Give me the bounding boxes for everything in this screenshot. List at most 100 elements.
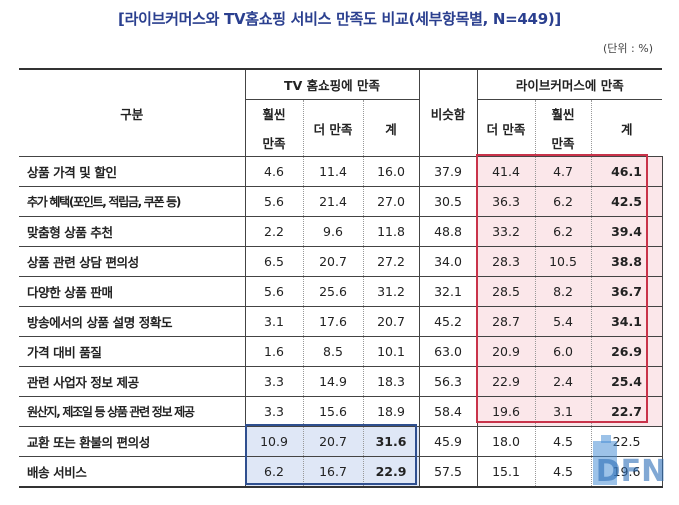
cell-live-more: 18.0 [476,426,536,457]
cell-live-total: 38.8 [590,246,663,277]
row-label: 가격 대비 품질 [19,336,245,367]
cell-tv-much: 4.6 [244,156,303,187]
table-row: 관련 사업자 정보 제공 3.3 14.9 18.3 56.3 22.9 2.4 25.4 [19,366,663,397]
header-tv-more: 더 만족 [302,99,363,157]
cell-live-much: 4.5 [534,456,592,488]
page-title: [라이브커머스와 TV홈쇼핑 서비스 만족도 비교(세부항목별, N=449)] [118,10,561,28]
cell-similar: 57.5 [418,456,478,488]
cell-similar: 58.4 [418,396,478,427]
cell-live-much: 4.7 [534,156,592,187]
cell-tv-total: 22.9 [362,456,420,488]
cell-tv-more: 11.4 [302,156,363,187]
cell-tv-much: 1.6 [244,336,303,367]
header-live-total: 계 [590,99,663,157]
cell-similar: 34.0 [418,246,478,277]
cell-tv-total: 16.0 [362,156,420,187]
header-tv-much-line2: 만족 [262,136,286,151]
cell-live-total: 36.7 [590,276,663,307]
table-row: 상품 가격 및 할인 4.6 11.4 16.0 37.9 41.4 4.7 46.1 [19,156,663,187]
cell-similar: 30.5 [418,186,478,217]
header-live-much-more: 훨씬 만족 [534,99,592,157]
cell-tv-total: 11.8 [362,216,420,247]
cell-live-much: 10.5 [534,246,592,277]
unit-label: (단위 : %) [603,42,653,55]
cell-tv-much: 5.6 [244,186,303,217]
cell-tv-much: 3.1 [244,306,303,337]
cell-similar: 45.9 [418,426,478,457]
cell-tv-much: 10.9 [244,426,303,457]
table-row: 교환 또는 환불의 편의성 10.9 20.7 31.6 45.9 18.0 4.5 22.5 [19,426,663,457]
cell-tv-total: 31.6 [362,426,420,457]
header-live-more: 더 만족 [476,99,536,157]
row-label: 맞춤형 상품 추천 [19,216,245,247]
header-live-much-line2: 만족 [551,136,575,151]
header-tv-total: 계 [362,99,420,157]
cell-tv-much: 5.6 [244,276,303,307]
cell-tv-much: 3.3 [244,396,303,427]
cell-similar: 32.1 [418,276,478,307]
cell-similar: 56.3 [418,366,478,397]
cell-similar: 37.9 [418,156,478,187]
row-label: 원산지, 제조일 등 상품 관련 정보 제공 [19,396,245,427]
cell-similar: 45.2 [418,306,478,337]
cell-live-much: 6.0 [534,336,592,367]
cell-live-total: 22.5 [590,426,663,457]
cell-live-much: 2.4 [534,366,592,397]
cell-similar: 63.0 [418,336,478,367]
cell-tv-more: 9.6 [302,216,363,247]
cell-tv-much: 2.2 [244,216,303,247]
table-row: 맞춤형 상품 추천 2.2 9.6 11.8 48.8 33.2 6.2 39.4 [19,216,663,247]
header-similar: 비슷함 [418,68,478,157]
cell-tv-much: 6.2 [244,456,303,488]
cell-live-total: 42.5 [590,186,663,217]
cell-tv-more: 21.4 [302,186,363,217]
cell-tv-much: 3.3 [244,366,303,397]
table-row: 상품 관련 상담 편의성 6.5 20.7 27.2 34.0 28.3 10.5 38.8 [19,246,663,277]
row-label: 방송에서의 상품 설명 정확도 [19,306,245,337]
cell-live-much: 3.1 [534,396,592,427]
table-row: 원산지, 제조일 등 상품 관련 정보 제공 3.3 15.6 18.9 58.4 19.… [19,396,663,427]
cell-live-much: 6.2 [534,186,592,217]
cell-live-more: 28.5 [476,276,536,307]
cell-live-more: 22.9 [476,366,536,397]
cell-live-total: 34.1 [590,306,663,337]
cell-tv-more: 25.6 [302,276,363,307]
cell-live-total: 39.4 [590,216,663,247]
header-live-group: 라이브커머스에 만족 [476,68,663,100]
cell-tv-total: 18.9 [362,396,420,427]
cell-live-more: 20.9 [476,336,536,367]
cell-live-more: 28.3 [476,246,536,277]
cell-live-total: 22.7 [590,396,663,427]
cell-live-total: 19.6 [590,456,663,488]
satisfaction-table: 구분 TV 홈쇼핑에 만족 비슷함 라이브커머스에 만족 훨씬 만족 더 만족 … [19,68,663,488]
cell-live-total: 26.9 [590,336,663,367]
header-tv-much-more: 훨씬 만족 [244,99,303,157]
cell-tv-much: 6.5 [244,246,303,277]
row-label: 추가 혜택(포인트, 적립금, 쿠폰 등) [19,186,245,217]
header-category: 구분 [19,68,245,157]
table-row: 추가 혜택(포인트, 적립금, 쿠폰 등) 5.6 21.4 27.0 30.5 36.3… [19,186,663,217]
cell-tv-more: 17.6 [302,306,363,337]
cell-tv-more: 15.6 [302,396,363,427]
cell-live-more: 28.7 [476,306,536,337]
cell-live-much: 4.5 [534,426,592,457]
cell-tv-total: 10.1 [362,336,420,367]
cell-live-more: 19.6 [476,396,536,427]
header-tv-much-line1: 훨씬 [262,107,286,122]
cell-live-more: 41.4 [476,156,536,187]
cell-tv-total: 27.0 [362,186,420,217]
row-label: 다양한 상품 판매 [19,276,245,307]
cell-live-more: 33.2 [476,216,536,247]
header-live-much-line1: 훨씬 [551,107,575,122]
row-label: 관련 사업자 정보 제공 [19,366,245,397]
cell-tv-more: 8.5 [302,336,363,367]
cell-live-total: 25.4 [590,366,663,397]
row-label: 상품 관련 상담 편의성 [19,246,245,277]
cell-tv-total: 31.2 [362,276,420,307]
cell-live-much: 8.2 [534,276,592,307]
cell-tv-total: 20.7 [362,306,420,337]
row-label: 배송 서비스 [19,456,245,488]
cell-tv-more: 20.7 [302,426,363,457]
cell-tv-more: 16.7 [302,456,363,488]
cell-live-total: 46.1 [590,156,663,187]
